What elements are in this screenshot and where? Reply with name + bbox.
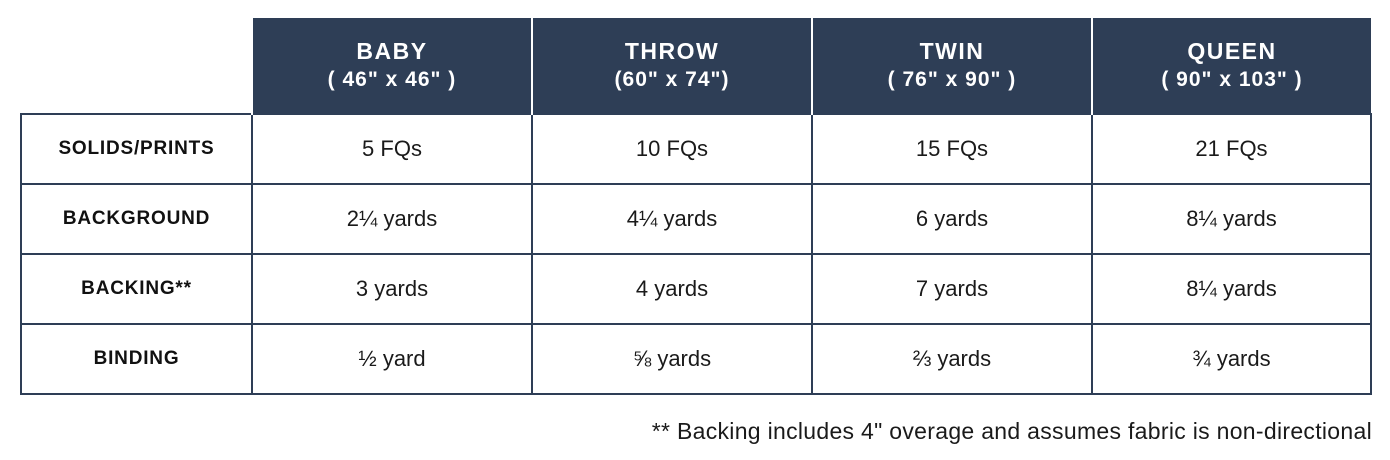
corner-cell [21,18,252,114]
table-row-backing: BACKING** 3 yards 4 yards 7 yards 8¼ yar… [20,253,1372,325]
table-header: BABY ( 46" x 46" ) THROW (60" x 74") TWI… [21,18,1371,114]
fabric-requirements-table: BABY ( 46" x 46" ) THROW (60" x 74") TWI… [20,18,1372,395]
column-header-queen: QUEEN ( 90" x 103" ) [1091,18,1371,114]
cell-value: 6 yards [811,183,1093,255]
row-label: BACKGROUND [20,183,253,255]
size-name: BABY [356,37,428,64]
column-header-baby: BABY ( 46" x 46" ) [251,18,533,114]
size-name: TWIN [919,37,985,64]
cell-value: ¾ yards [1091,323,1372,395]
column-header-throw: THROW (60" x 74") [531,18,813,114]
header-row: BABY ( 46" x 46" ) THROW (60" x 74") TWI… [21,18,1371,114]
cell-value: ⅝ yards [531,323,813,395]
cell-value: 2¼ yards [251,183,533,255]
table-row-solids-prints: SOLIDS/PRINTS 5 FQs 10 FQs 15 FQs 21 FQs [20,113,1372,185]
size-dimensions: ( 76" x 90" ) [887,67,1017,91]
row-label: BINDING [20,323,253,395]
row-label: BACKING** [20,253,253,325]
cell-value: 4¼ yards [531,183,813,255]
size-dimensions: (60" x 74") [614,67,730,91]
row-label: SOLIDS/PRINTS [20,113,253,185]
cell-value: 8¼ yards [1091,183,1372,255]
cell-value: ½ yard [251,323,533,395]
footnote: ** Backing includes 4" overage and assum… [651,418,1372,444]
table-body: SOLIDS/PRINTS 5 FQs 10 FQs 15 FQs 21 FQs… [20,113,1372,395]
column-header-twin: TWIN ( 76" x 90" ) [811,18,1093,114]
table-row-binding: BINDING ½ yard ⅝ yards ⅔ yards ¾ yards [20,323,1372,395]
size-dimensions: ( 90" x 103" ) [1161,67,1303,91]
cell-value: 21 FQs [1091,113,1372,185]
cell-value: 15 FQs [811,113,1093,185]
cell-value: 10 FQs [531,113,813,185]
size-dimensions: ( 46" x 46" ) [327,67,457,91]
size-name: THROW [624,37,720,64]
cell-value: 8¼ yards [1091,253,1372,325]
cell-value: 7 yards [811,253,1093,325]
cell-value: 4 yards [531,253,813,325]
cell-value: 5 FQs [251,113,533,185]
table-row-background: BACKGROUND 2¼ yards 4¼ yards 6 yards 8¼ … [20,183,1372,255]
cell-value: ⅔ yards [811,323,1093,395]
cell-value: 3 yards [251,253,533,325]
size-name: QUEEN [1187,37,1277,64]
